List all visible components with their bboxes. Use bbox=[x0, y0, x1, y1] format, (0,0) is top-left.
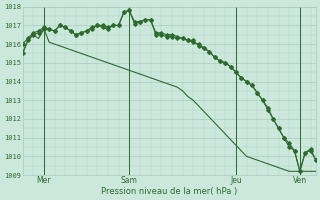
X-axis label: Pression niveau de la mer( hPa ): Pression niveau de la mer( hPa ) bbox=[101, 187, 237, 196]
